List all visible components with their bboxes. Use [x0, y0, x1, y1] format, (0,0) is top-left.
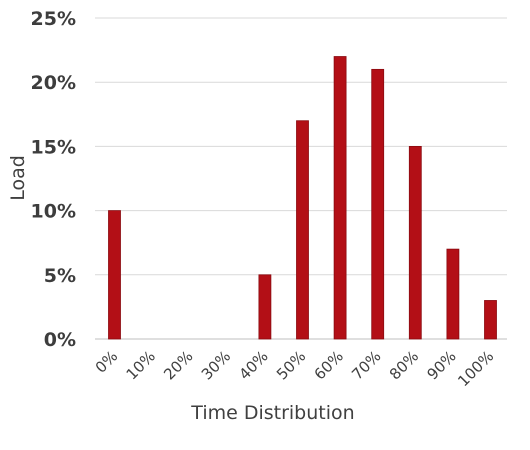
bar-70pct	[371, 68, 385, 340]
y-tick-label: 20%	[31, 72, 76, 94]
bar-90pct	[446, 248, 460, 340]
bar-80pct	[408, 145, 422, 340]
y-axis-ticks: 0% 5% 10% 15% 20% 25%	[31, 8, 76, 351]
x-tick-label: 60%	[311, 347, 347, 383]
x-tick-label: 50%	[273, 347, 309, 383]
bar-50pct	[296, 120, 309, 340]
y-tick-label: 25%	[31, 8, 76, 30]
x-tick-label: 40%	[235, 347, 271, 383]
x-axis-ticks: 0% 10% 20% 30% 40% 50% 60% 70% 80% 90%100%	[92, 347, 498, 390]
bar-40pct	[258, 274, 272, 340]
y-tick-label: 5%	[44, 265, 76, 287]
bar-60pct	[333, 56, 347, 340]
x-tick-label: 70%	[348, 347, 384, 383]
bars	[108, 56, 497, 340]
bar-100pct	[484, 300, 497, 340]
y-tick-label: 10%	[31, 201, 76, 223]
bar-0pct	[108, 210, 121, 340]
x-tick-label: 10%	[123, 347, 159, 383]
y-tick-label: 0%	[44, 329, 76, 351]
x-tick-label: 0%	[92, 347, 122, 377]
x-tick-label: 100%	[454, 347, 497, 390]
x-tick-label: 30%	[198, 347, 234, 383]
x-tick-label: 20%	[160, 347, 196, 383]
y-tick-label: 15%	[31, 136, 76, 158]
y-axis-label: Load	[7, 155, 29, 201]
x-axis-label: Time Distribution	[190, 402, 354, 424]
x-tick-label: 80%	[386, 347, 422, 383]
